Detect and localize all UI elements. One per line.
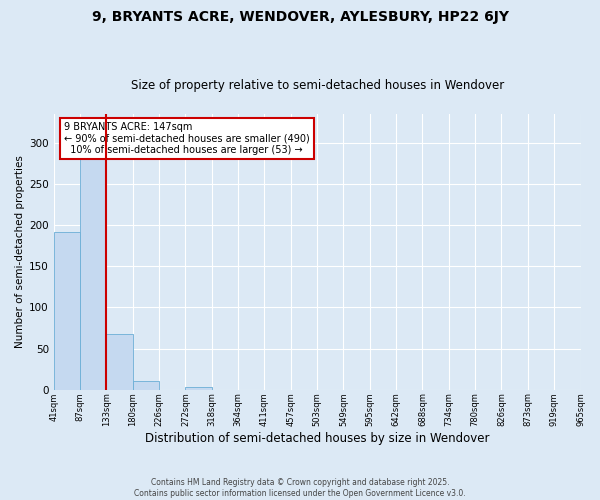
Text: 9 BRYANTS ACRE: 147sqm
← 90% of semi-detached houses are smaller (490)
  10% of : 9 BRYANTS ACRE: 147sqm ← 90% of semi-det…: [64, 122, 310, 156]
Bar: [106, 334, 133, 390]
Bar: [54, 232, 80, 390]
Title: Size of property relative to semi-detached houses in Wendover: Size of property relative to semi-detach…: [131, 79, 504, 92]
Y-axis label: Number of semi-detached properties: Number of semi-detached properties: [15, 156, 25, 348]
X-axis label: Distribution of semi-detached houses by size in Wendover: Distribution of semi-detached houses by …: [145, 432, 490, 445]
Text: 9, BRYANTS ACRE, WENDOVER, AYLESBURY, HP22 6JY: 9, BRYANTS ACRE, WENDOVER, AYLESBURY, HP…: [91, 10, 509, 24]
Bar: [80, 157, 106, 390]
Bar: [133, 382, 159, 390]
Text: Contains HM Land Registry data © Crown copyright and database right 2025.
Contai: Contains HM Land Registry data © Crown c…: [134, 478, 466, 498]
Bar: [185, 387, 212, 390]
